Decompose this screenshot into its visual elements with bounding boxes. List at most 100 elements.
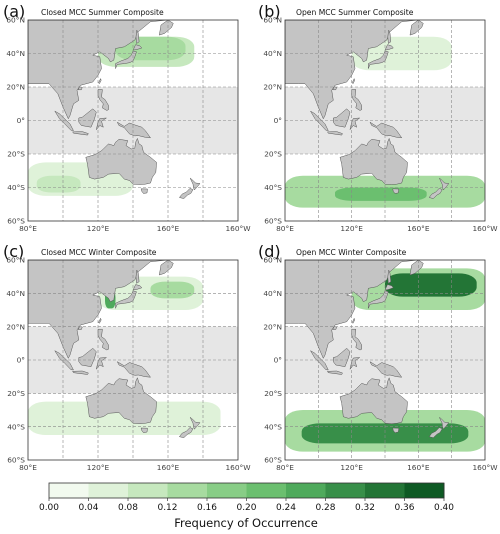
landmass-taiwan [98, 77, 102, 85]
landmass-sakhalin [387, 269, 392, 284]
landmass-newguinea [116, 361, 152, 378]
landmass-japan [115, 290, 137, 309]
colorbar-tick-label: 0.12 [157, 503, 177, 513]
y-tick-label: 40°N [6, 289, 25, 298]
y-tick-label: 20°S [264, 389, 282, 398]
landmass-asia [285, 260, 419, 359]
landmass-nzsouth [428, 427, 443, 438]
colorbar-swatch [49, 483, 89, 498]
landmass-sakhalin [135, 269, 140, 284]
landmass-asia [28, 20, 169, 120]
landmass-hainan [77, 86, 83, 91]
colorbar-swatch [207, 483, 247, 498]
y-tick-label: 40°S [264, 422, 282, 431]
colorbar: 0.00 0.04 0.08 0.12 0.16 0.20 0.24 0.28 0.32 0.36… [39, 482, 454, 530]
landmass-philippines [97, 89, 109, 111]
colorbar-swatch [128, 483, 168, 498]
y-tick-label: 60°S [264, 456, 282, 465]
map-frame [27, 19, 239, 222]
landmass-hokkaido [132, 44, 143, 51]
x-tick-label: 80°E [19, 224, 37, 233]
colorbar-tick-label: 0.00 [39, 503, 59, 513]
colorbar-swatch [365, 483, 405, 498]
landmass-borneo [333, 108, 351, 128]
frequency-region [335, 187, 427, 201]
landmass-java [72, 370, 89, 375]
panel-letter: (a) [3, 2, 25, 21]
landmass-java [72, 131, 89, 136]
y-tick-label: 0° [274, 356, 282, 365]
colorbar-tick-label: 0.36 [394, 503, 414, 513]
y-tick-label: 20°S [7, 389, 25, 398]
landmass-australia [339, 377, 408, 424]
landmass-newguinea [369, 121, 403, 139]
landmass-philippines [97, 328, 109, 351]
landmass-japan [115, 50, 137, 69]
x-tick-label: 120°E [87, 224, 110, 233]
landmass-australia [85, 137, 157, 185]
landmass-kamchatka [158, 260, 174, 276]
landmass-nznorth [438, 177, 450, 191]
landmass-sakhalin [135, 29, 140, 44]
panel-title: Closed MCC Winter Composite [41, 248, 157, 257]
panel-a: (a) Closed MCC Summer Composite 60°N 40°N… [3, 2, 251, 233]
panel-d: (d) Open MCC Winter Composite 60°N 40°N 20… [258, 242, 498, 472]
colorbar-swatch [286, 483, 326, 498]
y-tick-label: 40°N [263, 289, 282, 298]
y-tick-label: 60°N [6, 16, 25, 25]
x-tick-label: 160°E [157, 224, 180, 233]
y-tick-label: 40°N [6, 49, 25, 58]
x-tick-label: 80°E [19, 463, 37, 472]
landmass-australia [339, 137, 408, 185]
panel-title: Closed MCC Summer Composite [41, 8, 164, 17]
landmass-kamchatka [409, 20, 424, 36]
landmass-australia [85, 377, 157, 424]
landmass-hainan [332, 326, 338, 330]
landmass-sakhalin [387, 29, 392, 44]
colorbar-swatch [167, 483, 208, 498]
x-tick-label: 120°E [87, 463, 110, 472]
y-tick-label: 60°S [264, 217, 282, 226]
panel-title: Open MCC Winter Composite [296, 248, 407, 257]
landmass-borneo [333, 347, 351, 367]
x-tick-label: 160°E [407, 224, 430, 233]
colorbar-tick-label: 0.04 [78, 503, 98, 513]
landmass-hainan [332, 86, 338, 91]
y-tick-label: 20°N [6, 83, 25, 92]
landmass-tasmania [140, 188, 148, 194]
y-tick-label: 60°S [7, 456, 25, 465]
frequency-region [301, 423, 469, 444]
landmass-nznorth [189, 177, 201, 191]
x-tick-label: 80°E [276, 463, 294, 472]
landmass-hokkaido [384, 284, 394, 291]
colorbar-tick-label: 0.32 [355, 503, 375, 513]
landmass-tasmania [392, 188, 400, 194]
panel-letter: (c) [3, 242, 24, 261]
landmass-java [327, 370, 343, 375]
landmass-taiwan [98, 317, 102, 324]
landmass-nzsouth [178, 427, 194, 438]
x-tick-label: 160°E [407, 463, 430, 472]
colorbar-label: Frequency of Occurrence [174, 516, 318, 530]
landmass-nznorth [189, 417, 201, 430]
panel-letter: (d) [258, 242, 281, 261]
landmass-nznorth [438, 416, 450, 430]
frequency-region [385, 273, 477, 297]
y-tick-label: 60°N [263, 256, 282, 265]
colorbar-tick-label: 0.20 [236, 503, 256, 513]
colorbar-swatch [325, 483, 366, 498]
landmass-sumatra [54, 110, 74, 131]
y-tick-label: 60°N [6, 256, 25, 265]
landmass-newguinea [116, 121, 152, 139]
landmass-hokkaido [384, 44, 394, 51]
x-tick-label: 80°E [276, 224, 294, 233]
landmass-nzsouth [178, 187, 194, 199]
y-tick-label: 20°S [264, 150, 282, 159]
frequency-region [150, 281, 195, 299]
landmass-tasmania [392, 427, 400, 433]
x-tick-label: 120°E [340, 463, 363, 472]
landmass-taiwan [351, 77, 355, 85]
frequency-region [36, 175, 81, 193]
y-tick-label: 0° [17, 116, 25, 125]
